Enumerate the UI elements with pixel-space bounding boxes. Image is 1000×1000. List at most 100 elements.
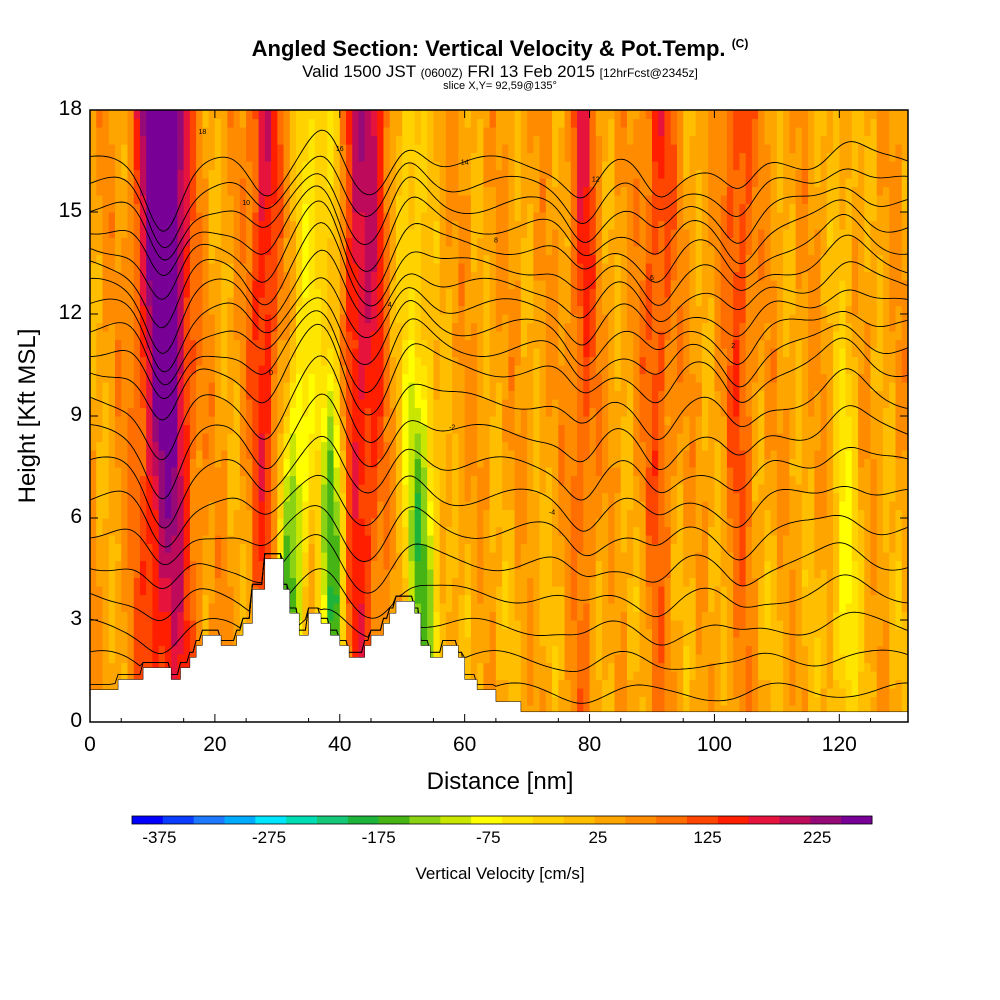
field-cell <box>420 450 428 460</box>
field-cell <box>171 535 179 545</box>
field-cell <box>477 399 484 409</box>
field-cell <box>458 382 466 392</box>
field-cell <box>470 178 478 188</box>
field-cell <box>258 569 266 579</box>
field-cell <box>514 424 522 434</box>
field-cell <box>414 152 422 162</box>
field-cell <box>333 399 341 409</box>
field-cell <box>339 118 347 128</box>
field-cell <box>433 135 441 145</box>
field-cell <box>314 280 322 290</box>
field-cell <box>283 229 291 239</box>
field-cell <box>364 288 372 298</box>
field-cell <box>420 577 428 587</box>
field-cell <box>227 237 235 247</box>
field-cell <box>333 603 341 613</box>
field-cell <box>483 178 491 188</box>
field-cell <box>489 509 497 519</box>
field-cell <box>96 169 104 179</box>
field-cell <box>233 603 241 613</box>
field-cell <box>271 110 278 120</box>
field-cell <box>433 424 441 434</box>
field-cell <box>196 339 203 349</box>
field-cell <box>202 305 210 315</box>
field-cell <box>152 492 160 502</box>
field-cell <box>296 161 303 171</box>
field-cell <box>458 229 466 239</box>
field-cell <box>202 348 210 358</box>
field-cell <box>233 535 241 545</box>
field-cell <box>264 475 272 485</box>
field-cell <box>370 365 378 375</box>
field-cell <box>121 594 129 604</box>
field-cell <box>214 203 222 213</box>
field-cell <box>483 169 491 179</box>
field-cell <box>164 526 172 536</box>
field-cell <box>358 254 366 264</box>
field-cell <box>108 407 116 417</box>
field-cell <box>277 118 285 128</box>
field-cell <box>233 577 241 587</box>
field-cell <box>477 543 484 553</box>
field-cell <box>470 280 478 290</box>
field-cell <box>158 390 166 400</box>
field-cell <box>114 220 122 230</box>
field-cell <box>402 135 410 145</box>
field-cell <box>489 433 497 443</box>
field-cell <box>90 526 97 536</box>
field-cell <box>321 135 328 145</box>
field-cell <box>420 441 428 451</box>
field-cell <box>239 246 247 256</box>
field-cell <box>352 603 360 613</box>
field-cell <box>508 552 516 562</box>
field-cell <box>452 407 460 417</box>
field-cell <box>302 263 310 273</box>
field-cell <box>439 543 447 553</box>
field-cell <box>339 569 347 579</box>
field-cell <box>389 577 397 587</box>
field-cell <box>196 297 203 307</box>
field-cell <box>358 526 366 536</box>
field-cell <box>221 637 228 647</box>
field-cell <box>395 271 403 281</box>
field-cell <box>489 458 497 468</box>
field-cell <box>464 492 472 502</box>
field-cell <box>420 620 428 630</box>
field-cell <box>283 237 291 247</box>
field-cell <box>296 424 303 434</box>
field-cell <box>477 492 484 502</box>
field-cell <box>90 365 97 375</box>
field-cell <box>258 390 266 400</box>
field-cell <box>289 535 297 545</box>
field-cell <box>327 560 335 570</box>
field-cell <box>183 416 191 426</box>
field-cell <box>246 424 253 434</box>
field-cell <box>146 569 154 579</box>
field-cell <box>433 526 441 536</box>
field-cell <box>333 458 341 468</box>
field-cell <box>314 144 322 154</box>
field-cell <box>427 322 435 332</box>
field-cell <box>108 450 116 460</box>
field-cell <box>445 263 453 273</box>
field-cell <box>483 186 491 196</box>
field-cell <box>189 484 197 494</box>
field-cell <box>258 212 266 222</box>
field-cell <box>221 280 228 290</box>
field-cell <box>121 645 129 655</box>
field-cell <box>370 467 378 477</box>
field-cell <box>252 365 260 375</box>
field-cell <box>108 356 116 366</box>
field-cell <box>383 212 391 222</box>
field-cell <box>96 365 104 375</box>
field-cell <box>470 288 478 298</box>
field-cell <box>346 356 353 366</box>
field-cell <box>158 611 166 621</box>
field-cell <box>420 229 428 239</box>
field-cell <box>202 518 210 528</box>
field-cell <box>114 569 122 579</box>
field-cell <box>314 314 322 324</box>
field-cell <box>114 654 122 664</box>
field-cell <box>358 509 366 519</box>
field-cell <box>427 203 435 213</box>
